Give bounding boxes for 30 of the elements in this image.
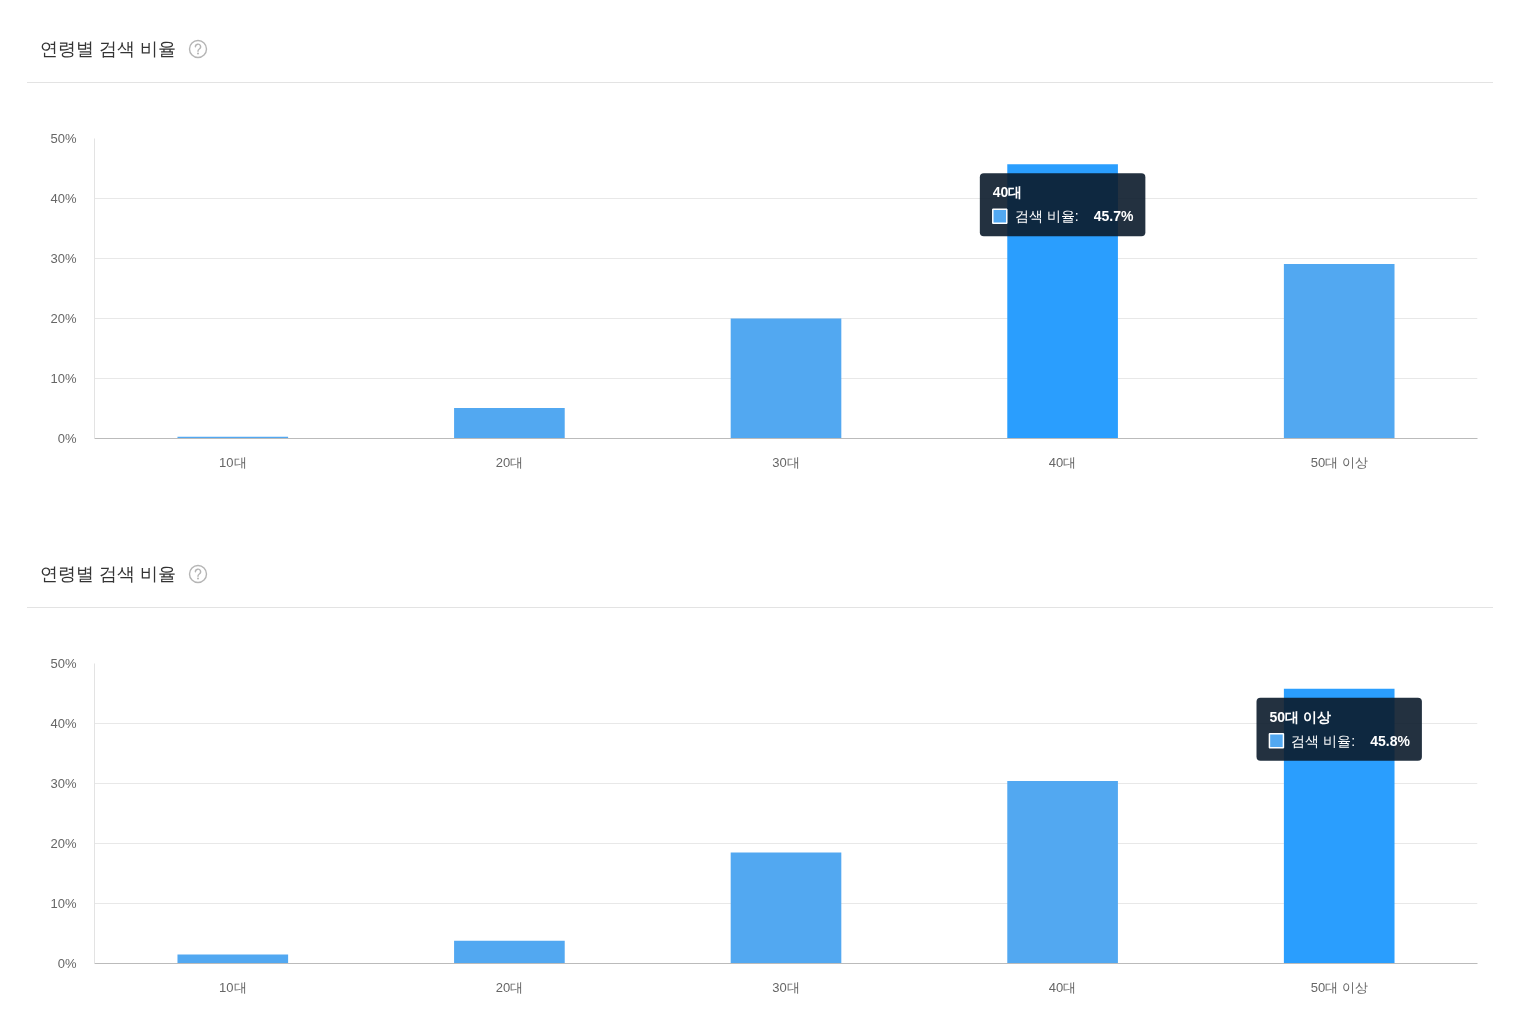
x-tick-label: 50대 이상 <box>1310 454 1368 470</box>
y-tick-label: 0% <box>57 431 77 446</box>
y-tick-label: 30% <box>50 251 77 266</box>
y-tick-label: 20% <box>50 836 77 851</box>
x-tick-label: 30대 <box>772 454 800 470</box>
y-tick-label: 10% <box>50 896 77 911</box>
x-tick-label: 50대 이상 <box>1310 979 1368 995</box>
y-tick-label: 10% <box>50 371 77 386</box>
chart-title: 연령별 검색 비율 <box>40 564 177 584</box>
category-label: 40대 <box>992 184 1023 201</box>
x-tick-label: 40대 <box>1048 454 1077 470</box>
legend-label: 검색 비율: <box>1291 732 1356 749</box>
legend-label: 검색 비율: <box>1014 208 1079 225</box>
y-tick-label: 40% <box>50 191 77 206</box>
x-tick-label: 10대 <box>219 979 247 995</box>
y-tick-label: 50% <box>50 131 77 146</box>
x-tick-label: 10대 <box>219 454 247 470</box>
y-tick-label: 0% <box>57 956 77 971</box>
y-tick-label: 40% <box>50 716 77 731</box>
data-label: 45.7% <box>1093 208 1134 225</box>
chart-title: 연령별 검색 비율 <box>40 39 177 59</box>
x-tick-label: 30대 <box>772 979 800 995</box>
category-label: 50대 이상 <box>1269 708 1331 725</box>
x-tick-label: 20대 <box>495 979 524 995</box>
y-tick-label: 50% <box>50 656 77 671</box>
x-tick-label: 20대 <box>495 454 524 470</box>
y-tick-label: 20% <box>50 311 77 326</box>
x-tick-label: 40대 <box>1048 979 1077 995</box>
data-label: 45.8% <box>1370 732 1411 749</box>
y-tick-label: 30% <box>50 776 77 791</box>
